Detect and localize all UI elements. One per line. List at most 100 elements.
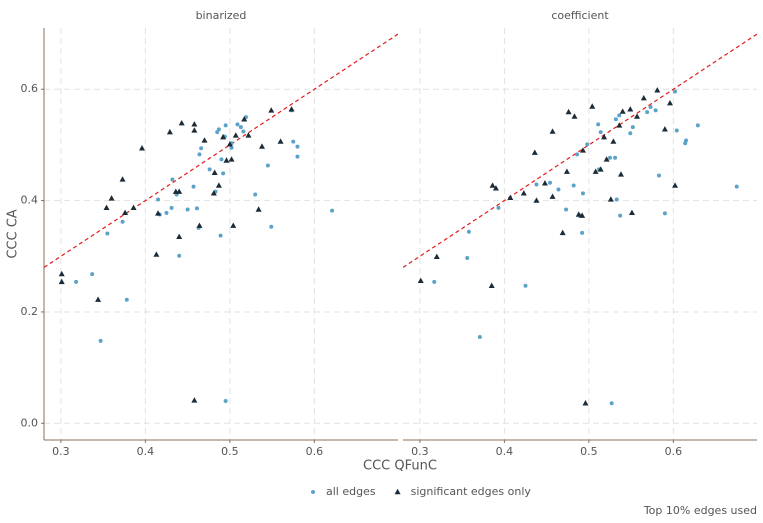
point: [194, 206, 199, 211]
triangle-point: [191, 127, 198, 133]
point: [229, 145, 234, 150]
triangle-point: [617, 171, 624, 177]
triangle-point: [433, 253, 440, 260]
triangle-point: [559, 229, 566, 236]
triangle-point: [95, 296, 102, 302]
triangle-point: [119, 176, 126, 182]
triangle-point: [176, 233, 183, 239]
point: [330, 208, 335, 213]
triangle-point: [220, 133, 227, 140]
caption: Top 10% edges used: [643, 504, 757, 517]
x-tick-label: 0.3: [52, 445, 70, 458]
legend-label: significant edges only: [411, 485, 532, 498]
point: [548, 180, 553, 185]
point: [580, 191, 585, 196]
point: [628, 131, 633, 136]
triangle-point: [226, 141, 233, 147]
triangle-point: [634, 113, 641, 119]
x-tick-label: 0.5: [580, 445, 598, 458]
triangle-point: [619, 108, 626, 114]
triangle-point: [211, 169, 218, 175]
triangle-point: [579, 212, 586, 218]
triangle-point: [607, 196, 614, 202]
point: [219, 157, 224, 162]
triangle-point: [597, 166, 604, 172]
point: [185, 207, 190, 212]
triangle-point: [288, 106, 295, 112]
x-tick-label: 0.4: [496, 445, 514, 458]
point: [432, 279, 437, 284]
triangle-point: [533, 197, 540, 203]
x-axis-label: CCC QFunC: [363, 459, 437, 474]
point: [235, 122, 240, 127]
y-axis-label: CCC CA: [6, 209, 21, 258]
point: [556, 187, 561, 192]
point: [648, 105, 653, 110]
triangle-point: [666, 99, 673, 106]
triangle-point: [489, 182, 496, 188]
triangle-point: [531, 149, 538, 155]
point: [170, 177, 175, 182]
point: [269, 224, 274, 229]
plot-area: [44, 33, 398, 404]
triangle-point: [582, 400, 589, 406]
triangle-point: [155, 210, 162, 216]
triangle-point: [654, 87, 661, 93]
legend-marker: [394, 488, 401, 495]
point: [662, 211, 667, 216]
triangle-point: [507, 194, 514, 201]
point: [221, 171, 226, 176]
point: [207, 167, 212, 172]
triangle-point: [575, 211, 582, 217]
triangle-point: [627, 106, 634, 112]
triangle-point: [232, 132, 239, 138]
point: [74, 279, 79, 284]
point: [120, 219, 125, 224]
triangle-point: [191, 121, 198, 127]
point: [177, 253, 182, 258]
point: [656, 173, 661, 178]
triangle-point: [58, 270, 65, 277]
panel-title: binarized: [196, 9, 247, 22]
triangle-point: [258, 143, 265, 149]
point: [156, 197, 161, 202]
point: [223, 123, 228, 128]
triangle-point: [230, 222, 237, 228]
point: [105, 231, 110, 236]
triangle-point: [122, 209, 129, 216]
triangle-point: [592, 168, 599, 174]
point: [253, 192, 258, 197]
triangle-point: [417, 277, 424, 283]
point: [618, 213, 623, 218]
triangle-point: [549, 193, 556, 199]
legend-label: all edges: [326, 485, 376, 498]
point: [614, 197, 619, 202]
triangle-point: [201, 137, 208, 143]
point: [598, 130, 603, 135]
point: [674, 128, 679, 133]
point: [630, 125, 635, 130]
triangle-point: [565, 108, 572, 115]
triangle-point: [268, 107, 275, 113]
point: [216, 127, 221, 132]
point: [523, 283, 528, 288]
point: [191, 184, 196, 189]
point: [98, 338, 103, 343]
x-tick-label: 0.4: [137, 445, 155, 458]
y-tick-label: 0.4: [21, 194, 39, 207]
point: [609, 401, 614, 406]
triangle-point: [661, 126, 668, 132]
triangle-point: [563, 168, 570, 174]
triangle-point: [628, 209, 635, 216]
triangle-point: [223, 157, 230, 163]
point: [291, 139, 296, 144]
triangle-point: [601, 133, 608, 140]
point: [223, 399, 228, 404]
triangle-point: [549, 128, 556, 134]
triangle-point: [228, 156, 235, 162]
point: [218, 233, 223, 238]
point: [734, 184, 739, 189]
reference-line: [403, 33, 757, 268]
point: [466, 229, 471, 234]
point: [238, 125, 243, 130]
